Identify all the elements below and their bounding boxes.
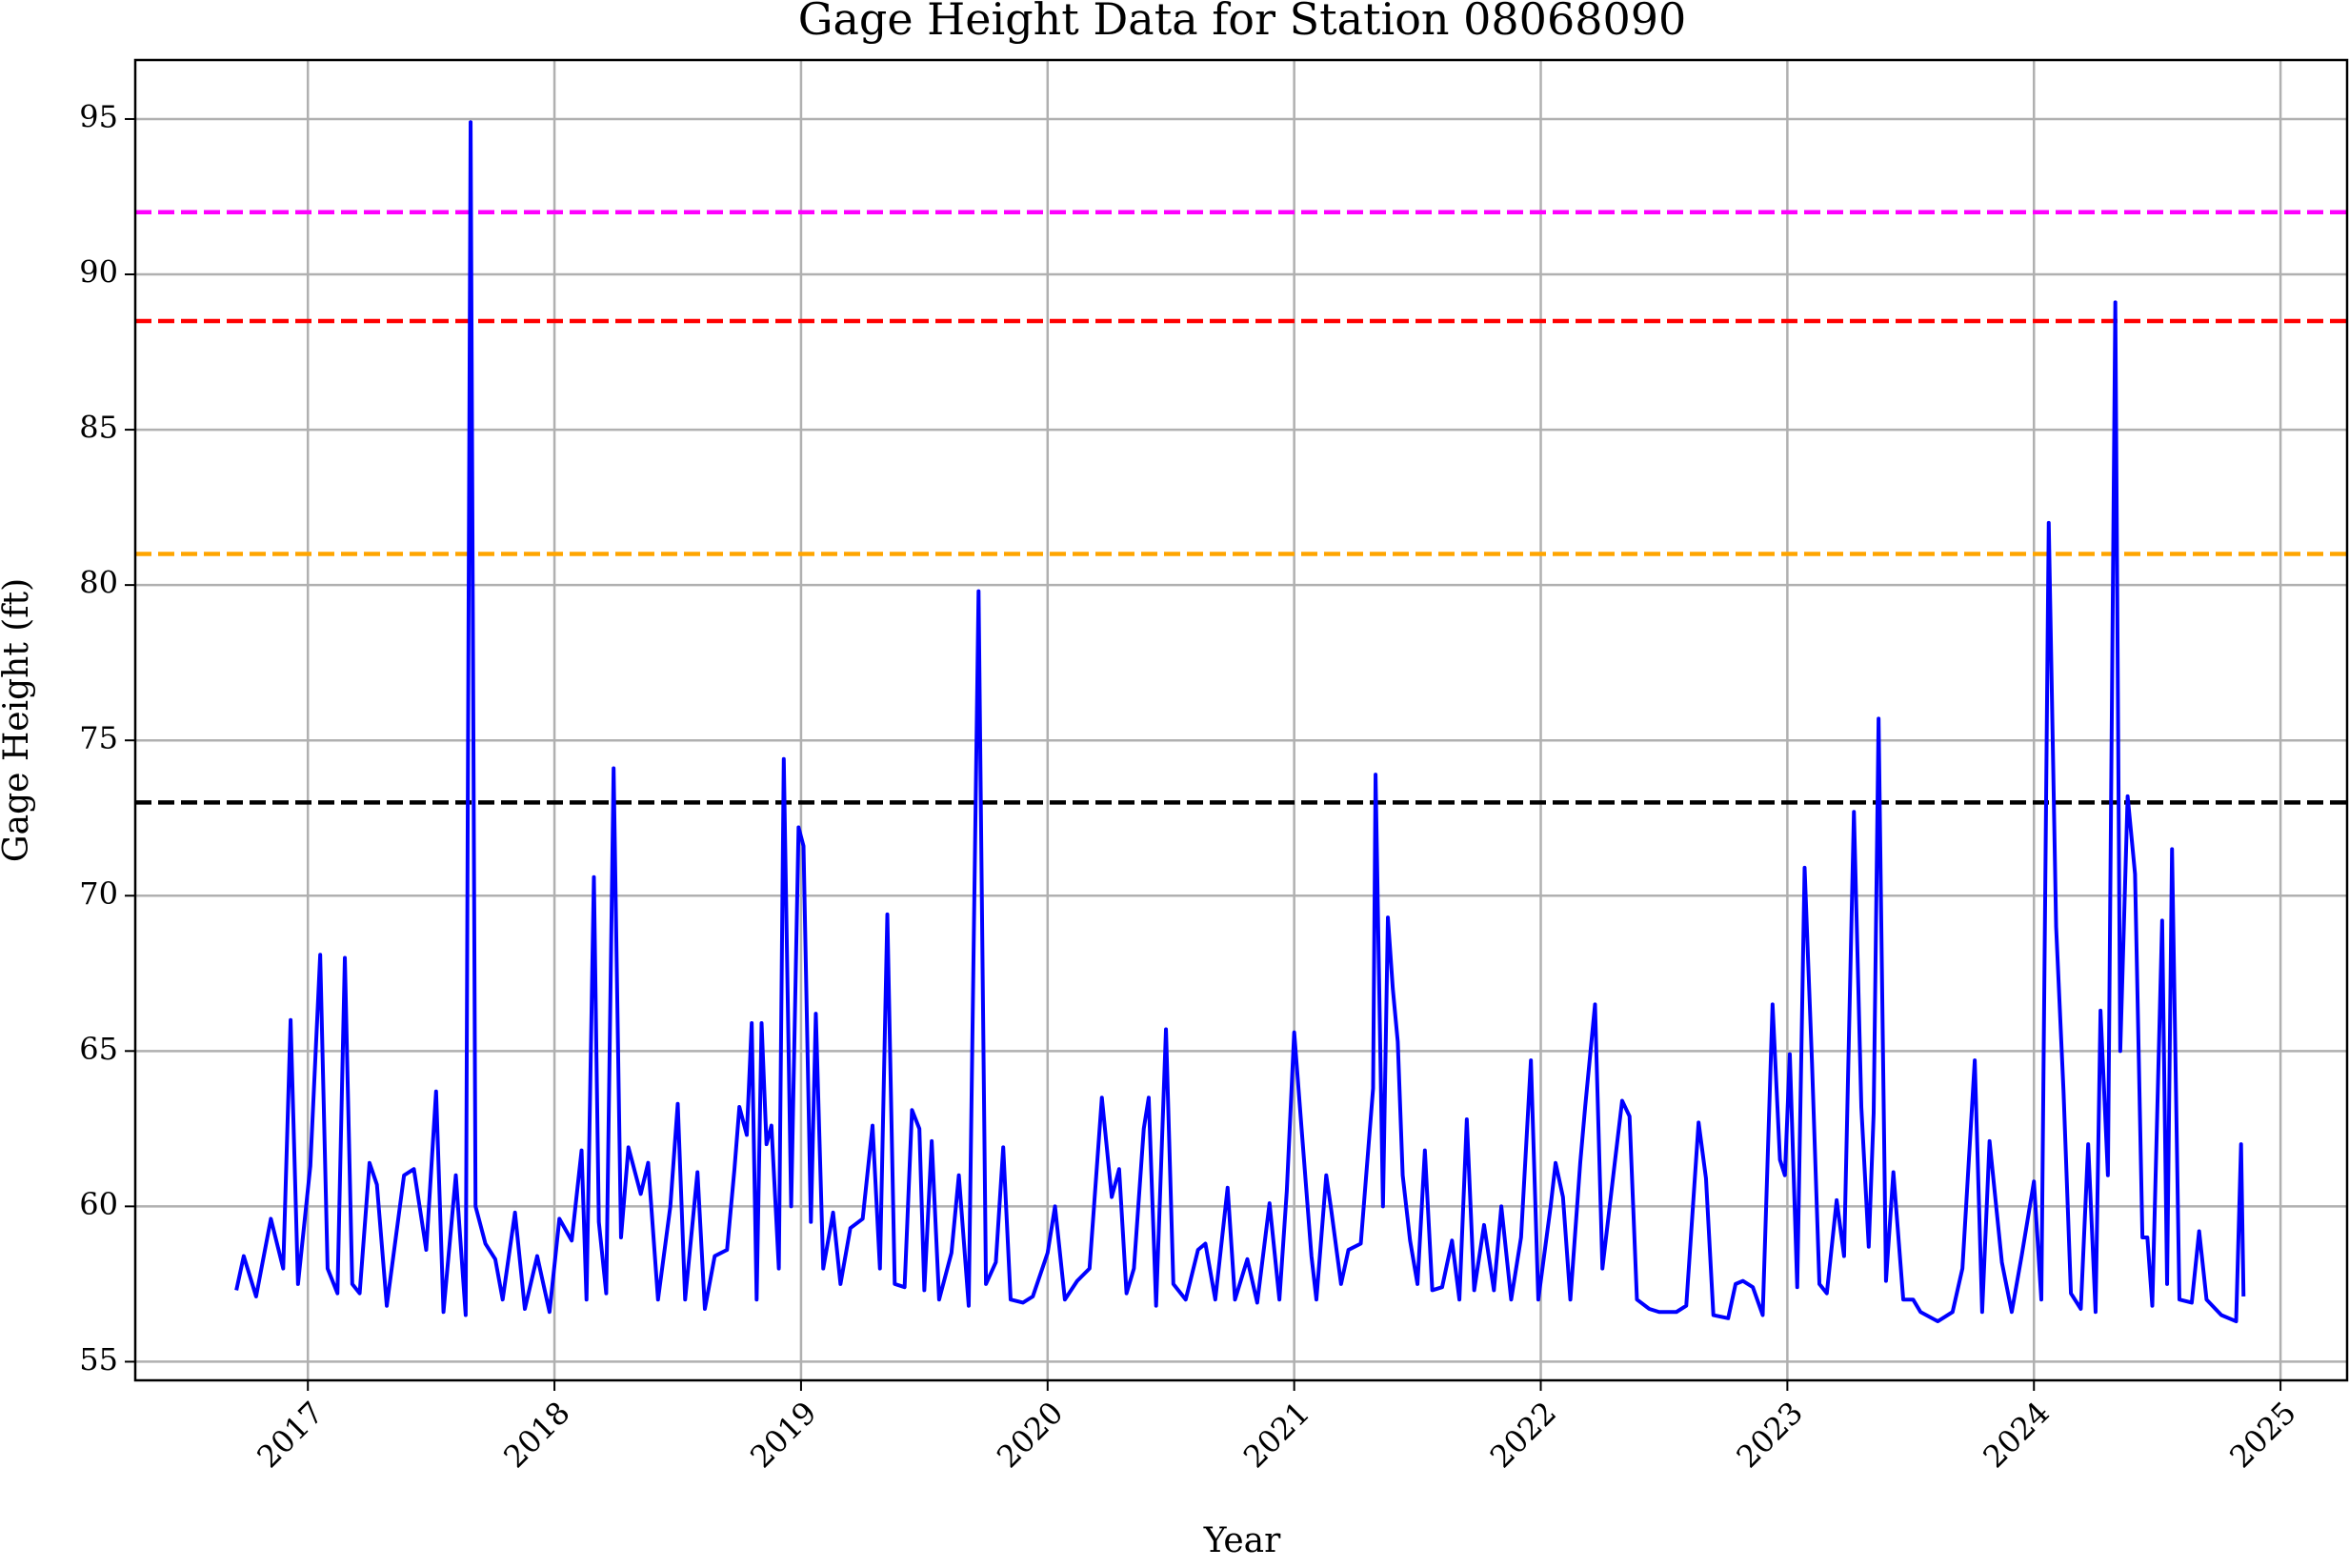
x-tick-label: 2018 [496,1395,576,1475]
x-tick-label: 2022 [1483,1395,1563,1475]
y-tick-label: 80 [79,565,118,601]
y-tick-label: 75 [79,720,118,756]
x-tick-label: 2019 [743,1395,823,1475]
y-tick-label: 65 [79,1031,118,1067]
data-line [234,120,2246,1324]
y-tick-label: 55 [79,1341,118,1377]
y-axis-label: Gage Height (ft) [0,578,36,862]
x-tick-label: 2024 [1976,1395,2056,1475]
x-tick-label: 2017 [250,1395,330,1475]
chart-title: Gage Height Data for Station 08068090 [798,0,1687,45]
x-axis-label: Year [1203,1521,1281,1560]
y-tick-label: 60 [79,1186,118,1222]
y-tick-label: 85 [79,410,118,446]
y-tick-label: 90 [79,254,118,291]
y-tick-label: 95 [79,98,118,134]
x-tick-label: 2020 [990,1395,1070,1475]
x-tick-label: 2023 [1730,1395,1810,1475]
plot-frame [133,58,2349,1382]
x-tick-label: 2021 [1236,1395,1316,1475]
x-tick-label: 2025 [2222,1395,2302,1475]
y-tick-label: 70 [79,875,118,912]
